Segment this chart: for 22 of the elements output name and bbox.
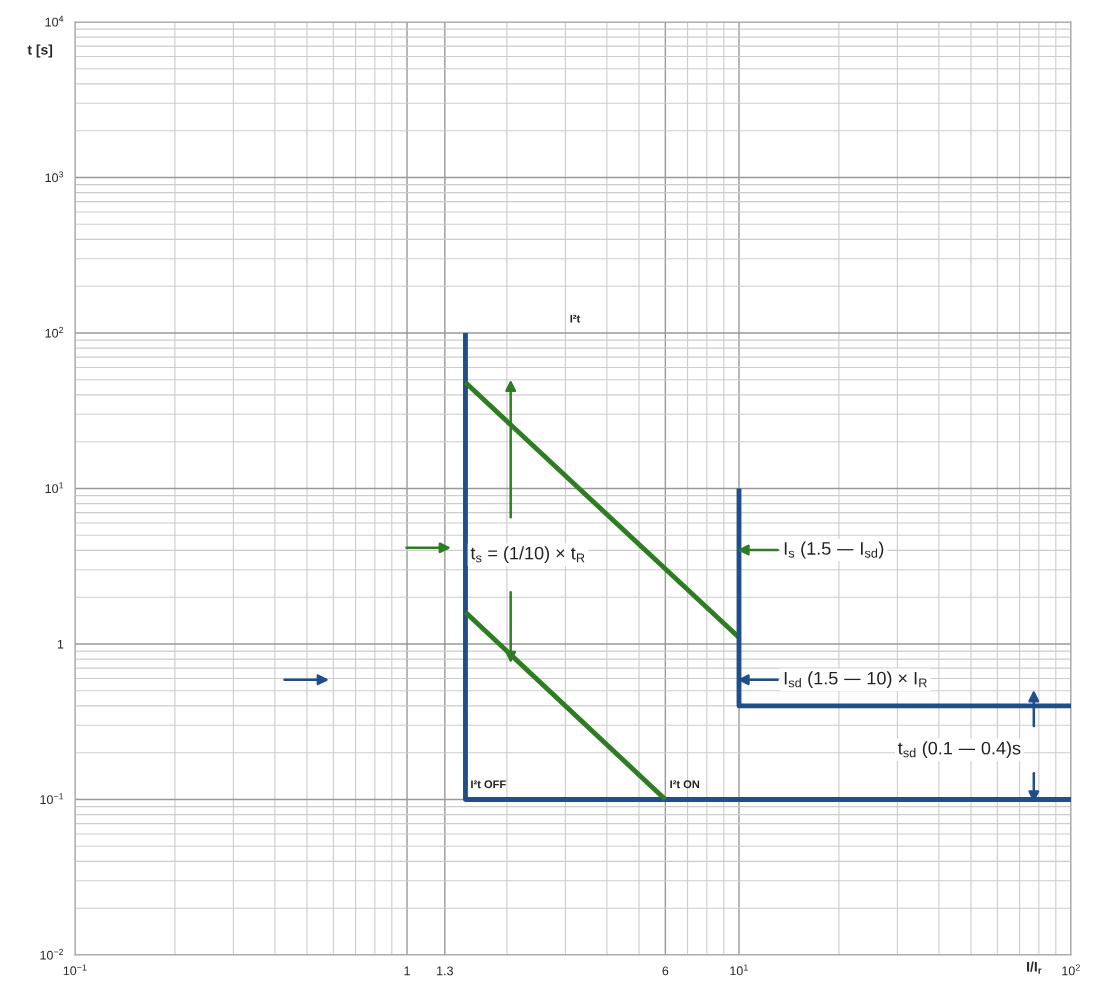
y-tick-label: 10$^{4}$ [45,15,64,27]
x-tick-label: 1 [404,966,410,976]
x-tick-label: 10$^{1}$ [730,964,748,976]
annotation: I²t OFF [471,780,506,789]
y-tick-label: 10$^{3}$ [45,171,64,183]
x-axis-title: I/I$_{r}$ [1027,961,1042,974]
x-tick-label: 1.3 [437,966,453,976]
y-tick-label: 10$^{−1}$ [40,793,64,805]
y-tick-label: 1 [57,639,64,649]
annotation: t$_{sd}$ (0.1 — 0.4)s [897,741,1021,759]
annotation: t$_{s}$ = (1/10) × t$_{R}$ [470,546,585,564]
annotation: I²t [570,314,581,323]
y-tick-label: 10$^{1}$ [45,482,64,494]
x-tick-label: 10$^{2}$ [1062,964,1080,976]
y-tick-label: 10$^{2}$ [45,326,64,338]
y-axis-title: t [s] [27,44,53,58]
annotation: I$_{s}$ (1.5 — I$_{sd}$) [784,541,884,559]
annotation: I²t ON [670,780,700,789]
x-tick-label: 10$^{−1}$ [63,964,87,976]
annotation: I$_{sd}$ (1.5 — 10) × I$_{R}$ [784,671,927,689]
x-tick-label: 6 [662,966,669,976]
y-tick-label: 10$^{−2}$ [40,948,64,960]
